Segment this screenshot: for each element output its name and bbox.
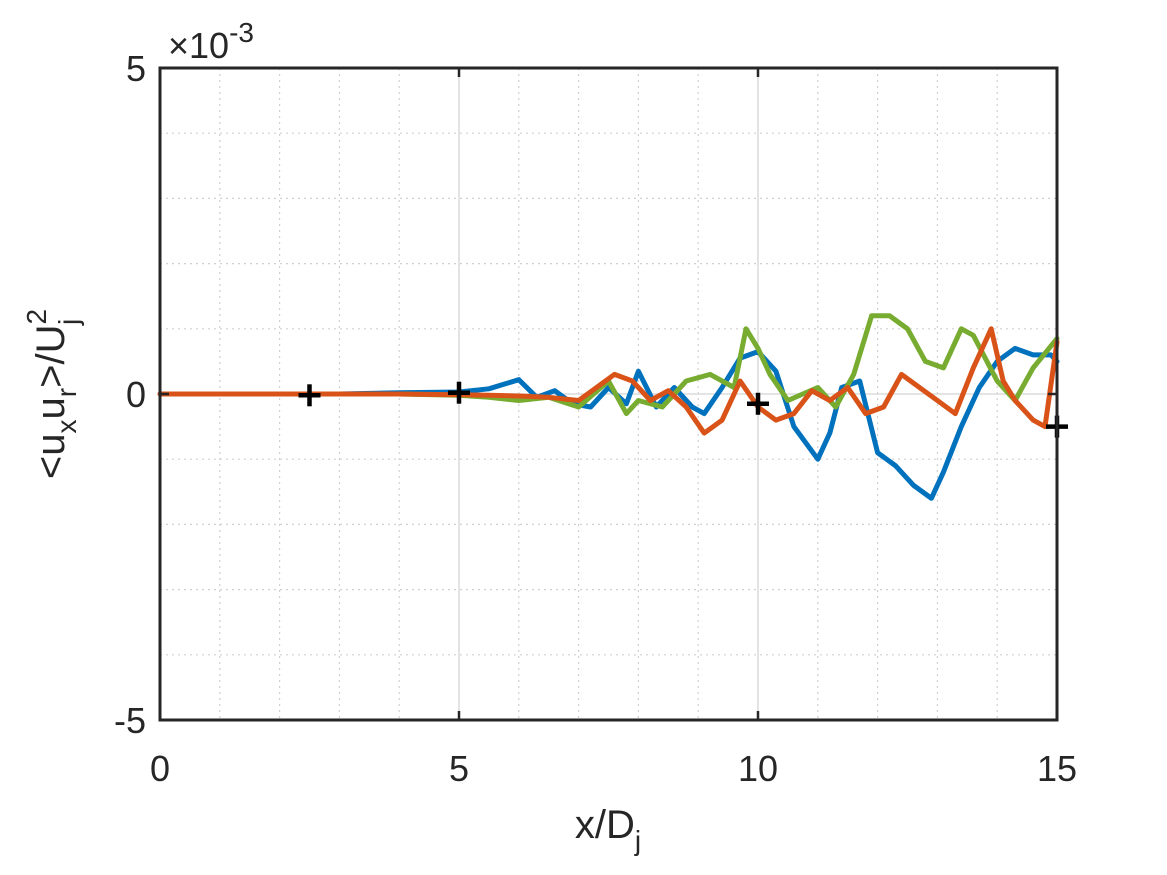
y-exponent-label: ×10-3 [168,17,254,66]
plus-marker [448,381,470,404]
x-axis-label: x/Dj [575,803,641,856]
y-axis-label: <uxur>/U2j [21,309,84,479]
plus-marker [298,384,321,407]
x-tick-label: 15 [1037,748,1077,789]
y-tick-label: 5 [126,48,146,89]
x-tick-label: 10 [738,748,778,789]
x-tick-label: 5 [449,748,469,789]
tick-labels: 0 5 10 15-505 [114,48,1077,789]
axes-box [158,66,1059,722]
x-tick-label: 0 [150,748,170,789]
plus-marker [747,392,769,415]
series-line-3 [157,326,1060,436]
series-line-1 [157,345,1060,501]
y-tick-label: -5 [114,700,146,741]
series-layer [157,313,1060,501]
y-tick-label: 0 [126,374,146,415]
